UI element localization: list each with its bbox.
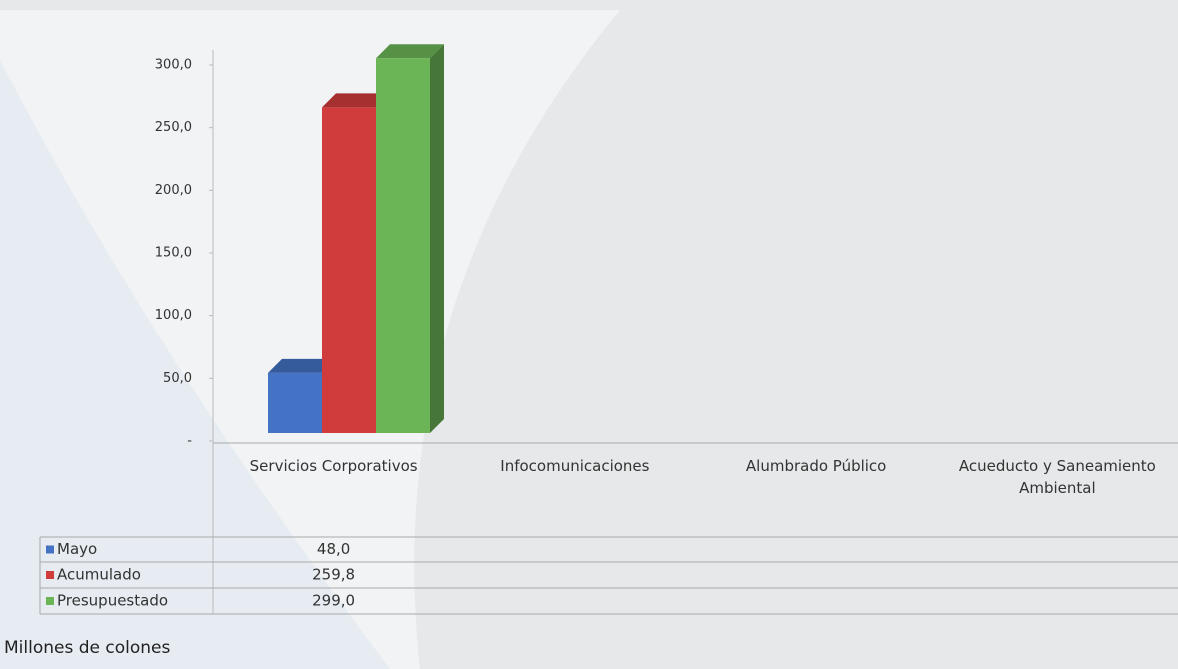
y-tick-label: 200,0: [155, 183, 192, 198]
y-tick-label: -: [187, 434, 192, 449]
y-tick-label: 250,0: [155, 120, 192, 135]
bar: [322, 107, 376, 433]
legend-label: Presupuestado: [57, 592, 168, 610]
x-tick-label: Alumbrado Público: [745, 457, 887, 475]
legend-swatch: [46, 597, 54, 605]
data-label: 259,8: [312, 566, 355, 584]
x-tick-label: Servicios Corporativos: [249, 457, 418, 475]
y-tick-label: 150,0: [155, 246, 192, 261]
legend-swatch: [46, 545, 54, 554]
bar: [376, 58, 430, 434]
y-tick-label: 50,0: [163, 371, 192, 386]
data-label: 48,0: [317, 540, 350, 558]
data-label: 299,0: [312, 592, 355, 610]
legend-label: Acumulado: [57, 566, 141, 584]
x-tick-label: Acueducto y Saneamiento Ambiental: [958, 457, 1156, 497]
y-tick-label: 300,0: [155, 58, 192, 73]
bar-side: [430, 44, 444, 434]
legend-swatch: [46, 571, 54, 579]
y-tick-label: 100,0: [155, 308, 192, 323]
bar-top: [268, 358, 336, 373]
x-tick-label: Infocomunicaciones: [500, 457, 650, 475]
note: Millones de colones: [4, 638, 171, 658]
bar-top: [322, 93, 390, 108]
bar: [268, 372, 322, 433]
background-shape: [0, 60, 390, 669]
legend-label: Mayo: [57, 540, 97, 558]
bar-top: [376, 44, 444, 59]
